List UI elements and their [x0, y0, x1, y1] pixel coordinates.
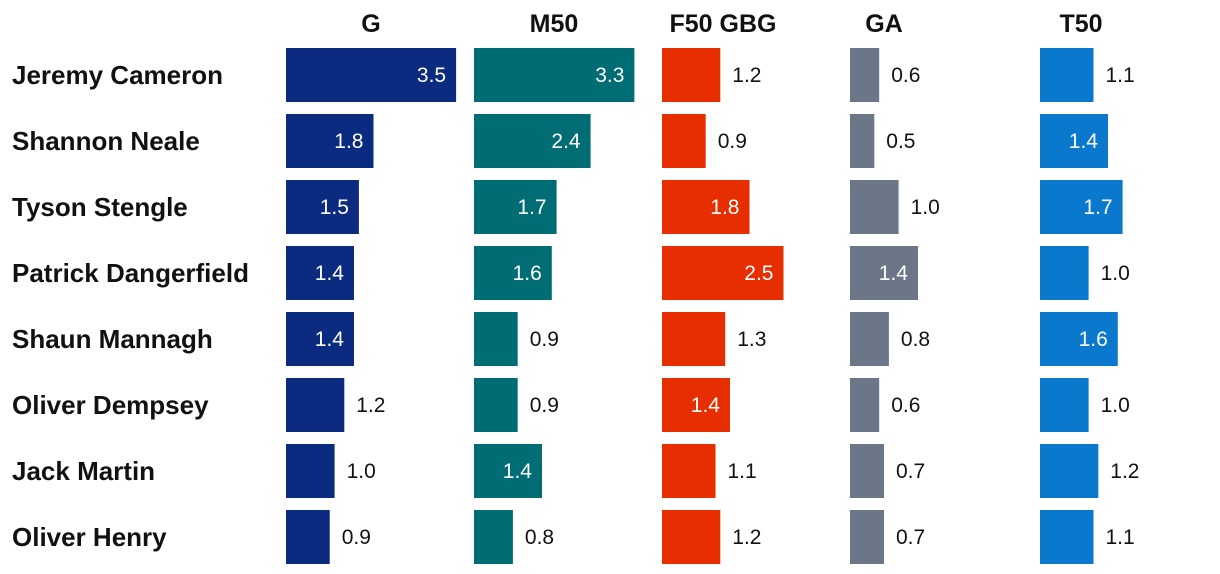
column-header-f50-gbg: F50 GBG [670, 10, 777, 38]
bar-m50-tyson-stengle [474, 180, 557, 234]
player-name-oliver-dempsey: Oliver Dempsey [12, 390, 209, 420]
bar-g-patrick-dangerfield [286, 246, 354, 300]
player-name-jack-martin: Jack Martin [12, 456, 155, 486]
value-label-m50-oliver-dempsey: 0.9 [530, 394, 559, 417]
bar-g-jack-martin [286, 444, 335, 498]
value-label-f50-gbg-shaun-mannagh: 1.3 [737, 328, 766, 351]
bar-g-shannon-neale [286, 114, 374, 168]
value-label-m50-jeremy-cameron: 3.3 [595, 64, 624, 87]
value-label-m50-jack-martin: 1.4 [503, 460, 533, 483]
player-name-shannon-neale: Shannon Neale [12, 126, 200, 156]
bar-f50-gbg-shaun-mannagh [662, 312, 726, 366]
value-label-g-jack-martin: 1.0 [347, 460, 376, 483]
value-label-m50-oliver-henry: 0.8 [525, 526, 554, 549]
bar-ga-jeremy-cameron [850, 48, 880, 102]
value-label-t50-patrick-dangerfield: 1.0 [1101, 262, 1130, 285]
value-label-f50-gbg-jeremy-cameron: 1.2 [732, 64, 761, 87]
bar-g-oliver-dempsey [286, 378, 345, 432]
value-label-g-oliver-dempsey: 1.2 [356, 394, 385, 417]
bar-t50-shannon-neale [1040, 114, 1108, 168]
value-label-m50-shaun-mannagh: 0.9 [530, 328, 559, 351]
bar-ga-shannon-neale [850, 114, 875, 168]
bar-t50-jeremy-cameron [1040, 48, 1094, 102]
value-label-ga-shaun-mannagh: 0.8 [901, 328, 930, 351]
value-label-ga-tyson-stengle: 1.0 [911, 196, 940, 219]
bar-f50-gbg-oliver-henry [662, 510, 721, 564]
value-label-ga-oliver-henry: 0.7 [896, 526, 925, 549]
value-label-t50-jack-martin: 1.2 [1110, 460, 1139, 483]
column-header-t50: T50 [1059, 10, 1102, 38]
player-names: Jeremy Cameron Shannon Neale Tyson Stengle… [12, 60, 249, 552]
bar-f50-gbg-shannon-neale [662, 114, 706, 168]
value-label-g-oliver-henry: 0.9 [342, 526, 371, 549]
bar-f50-gbg-oliver-dempsey [662, 378, 730, 432]
bar-m50-shannon-neale [474, 114, 591, 168]
bar-t50-tyson-stengle [1040, 180, 1123, 234]
value-label-g-jeremy-cameron: 3.5 [417, 64, 446, 87]
value-label-m50-patrick-dangerfield: 1.6 [513, 262, 542, 285]
player-name-patrick-dangerfield: Patrick Dangerfield [12, 258, 249, 288]
bar-f50-gbg-jack-martin [662, 444, 716, 498]
bar-t50-jack-martin [1040, 444, 1099, 498]
value-label-ga-oliver-dempsey: 0.6 [891, 394, 920, 417]
value-label-t50-tyson-stengle: 1.7 [1083, 196, 1112, 219]
bar-g-tyson-stengle [286, 180, 359, 234]
value-label-t50-oliver-dempsey: 1.0 [1101, 394, 1130, 417]
value-label-m50-shannon-neale: 2.4 [551, 130, 581, 153]
bar-ga-oliver-dempsey [850, 378, 880, 432]
bar-m50-oliver-henry [474, 510, 513, 564]
bar-m50-shaun-mannagh [474, 312, 518, 366]
bar-m50-jeremy-cameron [474, 48, 635, 102]
value-label-f50-gbg-jack-martin: 1.1 [728, 460, 757, 483]
value-label-f50-gbg-oliver-henry: 1.2 [732, 526, 761, 549]
value-label-f50-gbg-patrick-dangerfield: 2.5 [744, 262, 773, 285]
value-label-g-shannon-neale: 1.8 [334, 130, 363, 153]
bar-m50-oliver-dempsey [474, 378, 518, 432]
player-name-jeremy-cameron: Jeremy Cameron [12, 60, 223, 90]
bar-t50-patrick-dangerfield [1040, 246, 1089, 300]
value-label-g-tyson-stengle: 1.5 [320, 196, 349, 219]
bar-g-jeremy-cameron [286, 48, 457, 102]
value-label-ga-patrick-dangerfield: 1.4 [879, 262, 909, 285]
value-label-f50-gbg-oliver-dempsey: 1.4 [691, 394, 721, 417]
bar-f50-gbg-tyson-stengle [662, 180, 750, 234]
column-header-m50: M50 [530, 10, 579, 38]
value-label-ga-jack-martin: 0.7 [896, 460, 925, 483]
bar-g-shaun-mannagh [286, 312, 354, 366]
value-label-g-shaun-mannagh: 1.4 [315, 328, 345, 351]
value-label-ga-jeremy-cameron: 0.6 [891, 64, 920, 87]
bar-m50-patrick-dangerfield [474, 246, 552, 300]
value-labels: 3.5 1.8 1.5 1.4 1.4 1.2 1.0 0.9 3.3 2.4 1.7 1.6 0.9 0… [315, 64, 1140, 549]
player-name-oliver-henry: Oliver Henry [12, 522, 167, 552]
bar-ga-tyson-stengle [850, 180, 899, 234]
value-label-t50-shannon-neale: 1.4 [1069, 130, 1099, 153]
value-label-f50-gbg-tyson-stengle: 1.8 [710, 196, 739, 219]
bar-ga-shaun-mannagh [850, 312, 889, 366]
bar-ga-oliver-henry [850, 510, 884, 564]
value-label-g-patrick-dangerfield: 1.4 [315, 262, 345, 285]
column-headers: G M50 F50 GBG GA T50 [361, 10, 1102, 38]
value-label-t50-jeremy-cameron: 1.1 [1106, 64, 1135, 87]
bar-ga-patrick-dangerfield [850, 246, 918, 300]
column-header-ga: GA [865, 10, 903, 38]
bar-t50-shaun-mannagh [1040, 312, 1118, 366]
bar-t50-oliver-dempsey [1040, 378, 1089, 432]
player-name-shaun-mannagh: Shaun Mannagh [12, 324, 213, 354]
bar-ga-jack-martin [850, 444, 884, 498]
value-label-m50-tyson-stengle: 1.7 [517, 196, 546, 219]
bar-f50-gbg-patrick-dangerfield [662, 246, 784, 300]
bar-m50-jack-martin [474, 444, 542, 498]
value-label-t50-oliver-henry: 1.1 [1106, 526, 1135, 549]
bars-layer [286, 48, 1123, 564]
value-label-ga-shannon-neale: 0.5 [886, 130, 915, 153]
value-label-t50-shaun-mannagh: 1.6 [1079, 328, 1108, 351]
player-name-tyson-stengle: Tyson Stengle [12, 192, 188, 222]
bar-f50-gbg-jeremy-cameron [662, 48, 721, 102]
value-label-f50-gbg-shannon-neale: 0.9 [718, 130, 747, 153]
bar-g-oliver-henry [286, 510, 330, 564]
bar-t50-oliver-henry [1040, 510, 1094, 564]
column-header-g: G [361, 10, 380, 38]
